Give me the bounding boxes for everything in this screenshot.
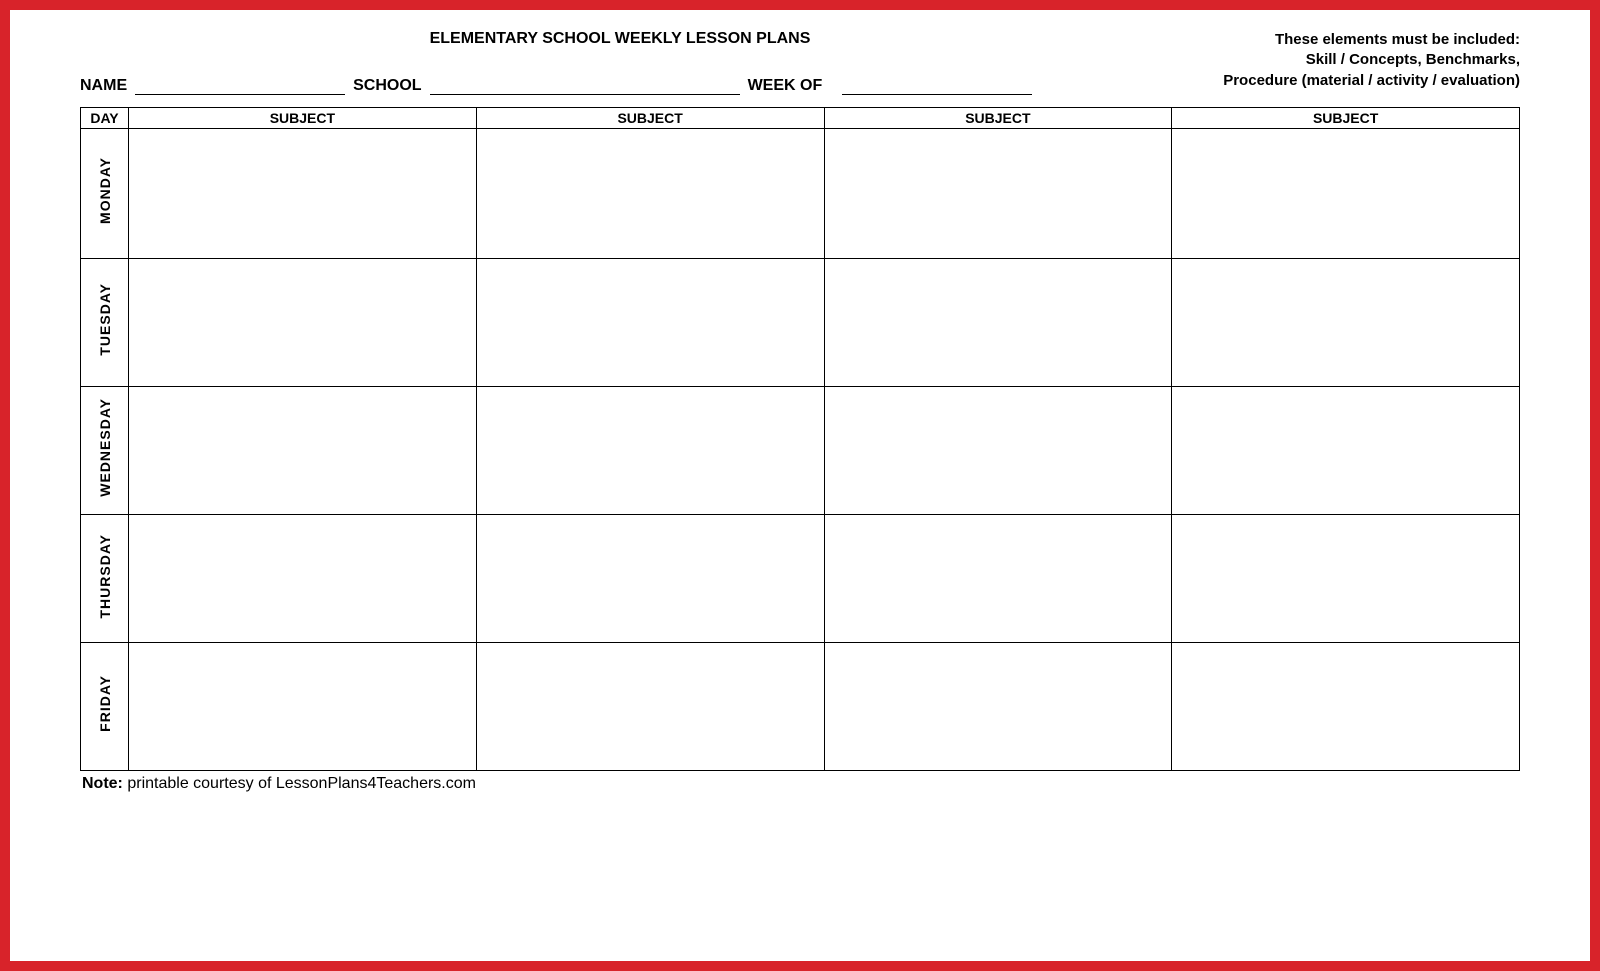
table-row: MONDAY: [81, 128, 1520, 258]
lesson-cell[interactable]: [824, 514, 1172, 642]
lesson-cell[interactable]: [1172, 642, 1520, 770]
col-header-subject-1: SUBJECT: [129, 107, 477, 128]
footer-note-text: printable courtesy of LessonPlans4Teache…: [123, 775, 476, 792]
lesson-cell[interactable]: [476, 642, 824, 770]
lesson-cell[interactable]: [476, 386, 824, 514]
requirements-line-3: Procedure (material / activity / evaluat…: [1223, 72, 1520, 89]
col-header-subject-3: SUBJECT: [824, 107, 1172, 128]
day-label: MONDAY: [97, 157, 113, 224]
lesson-cell[interactable]: [476, 128, 824, 258]
header-block: ELEMENTARY SCHOOL WEEKLY LESSON PLANS Th…: [80, 30, 1520, 91]
table-header-row: DAY SUBJECT SUBJECT SUBJECT SUBJECT: [81, 107, 1520, 128]
lesson-cell[interactable]: [129, 514, 477, 642]
requirements-line-1: These elements must be included:: [1275, 31, 1520, 48]
lesson-cell[interactable]: [824, 386, 1172, 514]
day-cell-monday: MONDAY: [81, 128, 129, 258]
day-label: WEDNESDAY: [97, 398, 113, 497]
table-row: THURSDAY: [81, 514, 1520, 642]
lesson-cell[interactable]: [1172, 386, 1520, 514]
footer-note-label: Note:: [82, 775, 123, 792]
col-header-subject-2: SUBJECT: [476, 107, 824, 128]
day-cell-thursday: THURSDAY: [81, 514, 129, 642]
lesson-cell[interactable]: [129, 258, 477, 386]
table-row: FRIDAY: [81, 642, 1520, 770]
lesson-cell[interactable]: [129, 128, 477, 258]
lesson-cell[interactable]: [1172, 514, 1520, 642]
lesson-cell[interactable]: [824, 642, 1172, 770]
table-row: TUESDAY: [81, 258, 1520, 386]
page-frame: ELEMENTARY SCHOOL WEEKLY LESSON PLANS Th…: [0, 0, 1600, 971]
lesson-cell[interactable]: [129, 642, 477, 770]
day-cell-wednesday: WEDNESDAY: [81, 386, 129, 514]
col-header-subject-4: SUBJECT: [1172, 107, 1520, 128]
day-label: FRIDAY: [97, 675, 113, 732]
lesson-cell[interactable]: [1172, 128, 1520, 258]
lesson-plan-table: DAY SUBJECT SUBJECT SUBJECT SUBJECT MOND…: [80, 107, 1520, 771]
day-cell-friday: FRIDAY: [81, 642, 129, 770]
day-cell-tuesday: TUESDAY: [81, 258, 129, 386]
day-label: TUESDAY: [97, 283, 113, 356]
footer-note: Note: printable courtesy of LessonPlans4…: [80, 775, 1520, 793]
page-title: ELEMENTARY SCHOOL WEEKLY LESSON PLANS: [80, 30, 1160, 48]
lesson-cell[interactable]: [476, 258, 824, 386]
table-row: WEDNESDAY: [81, 386, 1520, 514]
day-label: THURSDAY: [97, 534, 113, 619]
lesson-cell[interactable]: [129, 386, 477, 514]
lesson-cell[interactable]: [476, 514, 824, 642]
col-header-day: DAY: [81, 107, 129, 128]
lesson-cell[interactable]: [824, 258, 1172, 386]
requirements-line-2: Skill / Concepts, Benchmarks,: [1306, 51, 1520, 68]
lesson-cell[interactable]: [1172, 258, 1520, 386]
lesson-cell[interactable]: [824, 128, 1172, 258]
